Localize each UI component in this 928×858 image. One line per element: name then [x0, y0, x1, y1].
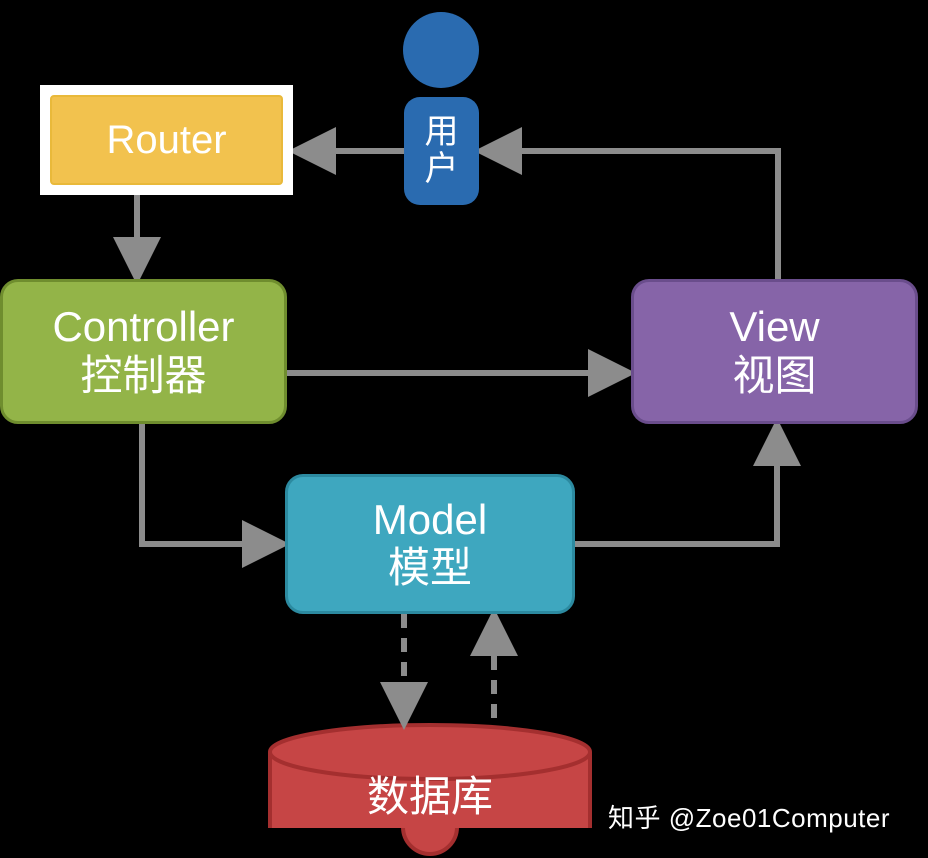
- database-label: 数据库: [330, 763, 530, 824]
- view-label-zh: 视图: [732, 352, 816, 400]
- edge-view-to-user: [486, 151, 778, 279]
- watermark-prefix: 知乎: [608, 803, 661, 833]
- controller-label-en: Controller: [52, 303, 234, 351]
- router-label: Router: [106, 117, 226, 163]
- router-frame: Router: [40, 85, 293, 195]
- router-node: Router: [50, 95, 283, 185]
- watermark-text: 知乎 @Zoe01Computer: [608, 798, 890, 835]
- user-label: 用 户: [425, 114, 459, 189]
- watermark-handle: @Zoe01Computer: [669, 803, 890, 833]
- edge-controller-to-model: [142, 424, 278, 544]
- user-body-node: 用 户: [404, 97, 479, 205]
- model-label-zh: 模型: [388, 544, 472, 592]
- user-head-icon: [403, 12, 479, 88]
- view-node: View 视图: [631, 279, 918, 424]
- controller-label-zh: 控制器: [80, 352, 206, 400]
- edge-model-to-view: [575, 430, 777, 544]
- view-label-en: View: [729, 303, 819, 351]
- model-node: Model 模型: [285, 474, 575, 614]
- controller-node: Controller 控制器: [0, 279, 287, 424]
- model-label-en: Model: [373, 496, 487, 544]
